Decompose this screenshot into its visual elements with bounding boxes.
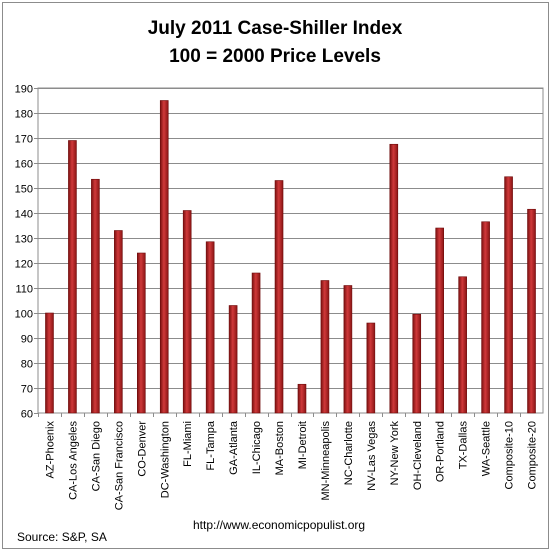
bar-tx-dallas <box>458 276 467 414</box>
category-label: MN-Minneapolis <box>320 421 332 501</box>
bar-nc-charlotte <box>343 285 353 414</box>
category-label: IL-Chicago <box>251 421 263 474</box>
bar-oh-cleveland <box>412 313 422 414</box>
category-label: NV-Las Vegas <box>366 421 378 491</box>
category-label: WA-Seattle <box>481 421 493 476</box>
source-note: Source: S&P, SA <box>17 530 107 544</box>
y-tick-label: 60 <box>21 409 33 421</box>
category-label: Composite-20 <box>527 421 539 489</box>
bar-az-phoenix <box>45 312 54 414</box>
bar-composite-20 <box>527 208 536 414</box>
bar-or-portland <box>435 227 445 414</box>
category-label: CO-Denver <box>136 421 148 477</box>
bar-dc-washington <box>159 100 169 414</box>
chart-subtitle: 100 = 2000 Price Levels <box>169 46 381 67</box>
y-tick-label: 90 <box>21 334 33 346</box>
bars <box>45 100 536 414</box>
y-tick-label: 80 <box>21 359 33 371</box>
category-label: FL-Miami <box>182 421 194 467</box>
y-tick-label: 170 <box>15 134 33 146</box>
plot-area <box>37 87 544 414</box>
chart-frame: July 2011 Case-Shiller Index 100 = 2000 … <box>2 2 549 549</box>
category-label: NY-New York <box>389 421 401 486</box>
category-label: AZ-Phoenix <box>44 421 56 479</box>
y-tick-labels: 60 70 80 90 100 110 120 130 140 150 160 170 180 190 <box>15 84 33 421</box>
bar-ca-los-angeles <box>68 140 77 414</box>
category-label: FL-Tampa <box>205 420 217 470</box>
bar-fl-miami <box>182 210 192 414</box>
chart-title: July 2011 Case-Shiller Index <box>148 18 403 39</box>
bar-ny-new-york <box>389 143 399 414</box>
bar-co-denver <box>137 252 146 414</box>
bar-il-chicago <box>251 272 261 414</box>
bar-fl-tampa <box>205 241 215 414</box>
bar-ca-san-diego <box>91 178 100 414</box>
category-label: CA-Los Angeles <box>67 421 79 500</box>
bar-ma-boston <box>274 180 284 414</box>
y-tick-label: 190 <box>15 84 33 96</box>
y-tick-label: 120 <box>15 259 33 271</box>
category-label: DC-Washington <box>159 421 171 498</box>
category-label: CA-San Francisco <box>113 421 125 510</box>
bar-mn-minneapolis <box>320 280 330 414</box>
category-label: OR-Portland <box>435 421 447 482</box>
bar-ga-atlanta <box>228 305 238 414</box>
bar-ca-san-francisco <box>114 230 123 414</box>
category-label: OH-Cleveland <box>412 421 424 490</box>
y-tick-label: 180 <box>15 109 33 121</box>
y-tick-label: 140 <box>15 209 33 221</box>
category-label: Composite-10 <box>504 421 516 489</box>
y-tick-label: 130 <box>15 234 33 246</box>
source-url[interactable]: http://www.economicpopulist.org <box>193 518 365 532</box>
y-tick-label: 100 <box>15 309 33 321</box>
category-label: NC-Charlotte <box>343 421 355 485</box>
y-tick-label: 110 <box>15 284 33 296</box>
category-labels: AZ-Phoenix CA-Los Angeles CA-San Diego CA-S… <box>44 420 538 510</box>
category-label: MI-Detroit <box>297 421 309 469</box>
y-tick-label: 70 <box>21 384 33 396</box>
axes <box>34 87 544 417</box>
bar-nv-las-vegas <box>366 322 376 414</box>
y-tick-label: 160 <box>15 159 33 171</box>
grid-lines <box>38 88 543 389</box>
category-label: MA-Boston <box>274 421 286 475</box>
category-label: GA-Atlanta <box>228 420 240 475</box>
bar-mi-detroit <box>297 383 307 414</box>
y-tick-label: 150 <box>15 184 33 196</box>
bar-wa-seattle <box>481 221 490 414</box>
bar-chart: July 2011 Case-Shiller Index 100 = 2000 … <box>15 18 544 544</box>
category-label: CA-San Diego <box>90 421 102 491</box>
bar-composite-10 <box>504 176 513 414</box>
category-label: TX-Dallas <box>458 421 470 470</box>
